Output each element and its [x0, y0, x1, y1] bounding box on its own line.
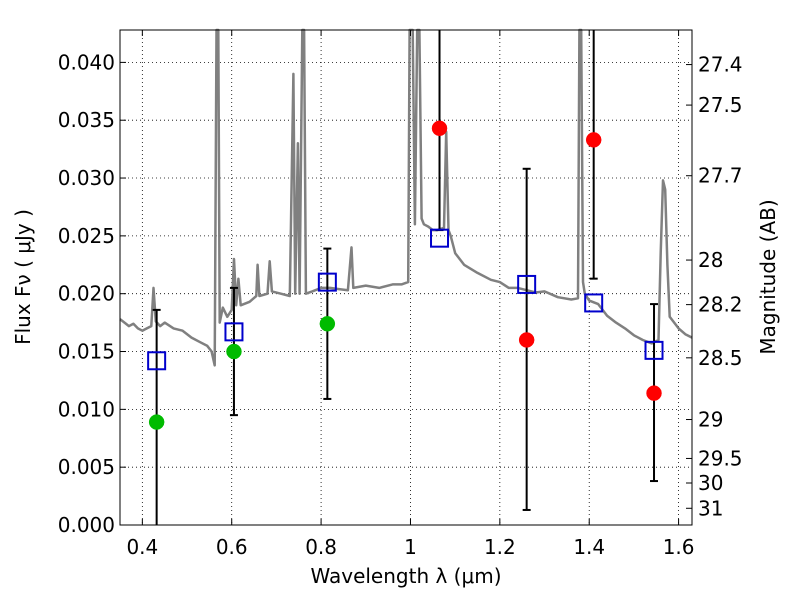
plot-frame: [119, 29, 693, 526]
y2-axis-label: Magnitude (AB): [756, 199, 780, 354]
observed-point: [585, 132, 602, 148]
y-tick-label: 0.025: [58, 224, 115, 248]
model-flux-markers: [147, 228, 664, 371]
x-tick-label: 0.6: [216, 535, 248, 559]
mag-tick-label: 27.5: [698, 93, 743, 117]
model-square: [584, 293, 604, 313]
model-square: [317, 272, 337, 292]
model-square: [147, 351, 167, 371]
observed-point: [431, 120, 448, 137]
mag-tick-label: 27.7: [698, 164, 743, 188]
mag-tick-label: 29: [698, 408, 723, 432]
axis-ticks: 0.4 0.6 0.8 1 1.2 1.4 1.6 0.000 0.005 0.010 0.015 0…: [58, 30, 743, 559]
y-tick-label: 0.035: [58, 108, 115, 132]
y-axis-label: Flux Fν ( μJy ): [11, 209, 35, 345]
mag-tick-label: 28.5: [698, 346, 743, 370]
mag-tick-label: 27.4: [698, 53, 743, 77]
x-tick-label: 1: [404, 535, 417, 559]
model-spectrum: [119, 28, 693, 367]
x-tick-label: 1.6: [663, 535, 695, 559]
observed-point: [226, 343, 242, 360]
mag-tick-label: 31: [698, 496, 723, 520]
observed-point: [148, 414, 165, 430]
y-tick-label: 0.005: [58, 455, 115, 479]
model-square: [644, 340, 664, 360]
observed-point: [518, 332, 535, 348]
y-tick-label: 0.040: [58, 50, 115, 74]
x-tick-label: 1.4: [573, 535, 605, 559]
x-tick-label: 0.4: [126, 535, 158, 559]
x-axis-label: Wavelength λ (μm): [310, 564, 501, 588]
observed-point: [646, 385, 662, 401]
model-square: [430, 228, 450, 248]
observed-point: [319, 316, 336, 332]
y-tick-label: 0.030: [58, 166, 115, 190]
mag-tick-label: 30: [698, 471, 723, 495]
y-tick-label: 0.010: [58, 397, 115, 421]
y-tick-label: 0.000: [58, 513, 115, 537]
spectrum-line: [119, 28, 693, 367]
mag-tick-label: 29.5: [698, 446, 743, 470]
model-square: [224, 322, 244, 342]
plot-background: [120, 30, 692, 525]
x-tick-label: 1.2: [484, 535, 516, 559]
y-tick-label: 0.020: [58, 282, 115, 306]
mag-tick-label: 28: [698, 248, 723, 272]
y-tick-label: 0.015: [58, 340, 115, 364]
observed-flux-markers: [148, 120, 662, 430]
model-square: [517, 274, 537, 294]
x-tick-label: 0.8: [305, 535, 337, 559]
mag-tick-label: 28.2: [698, 293, 743, 317]
